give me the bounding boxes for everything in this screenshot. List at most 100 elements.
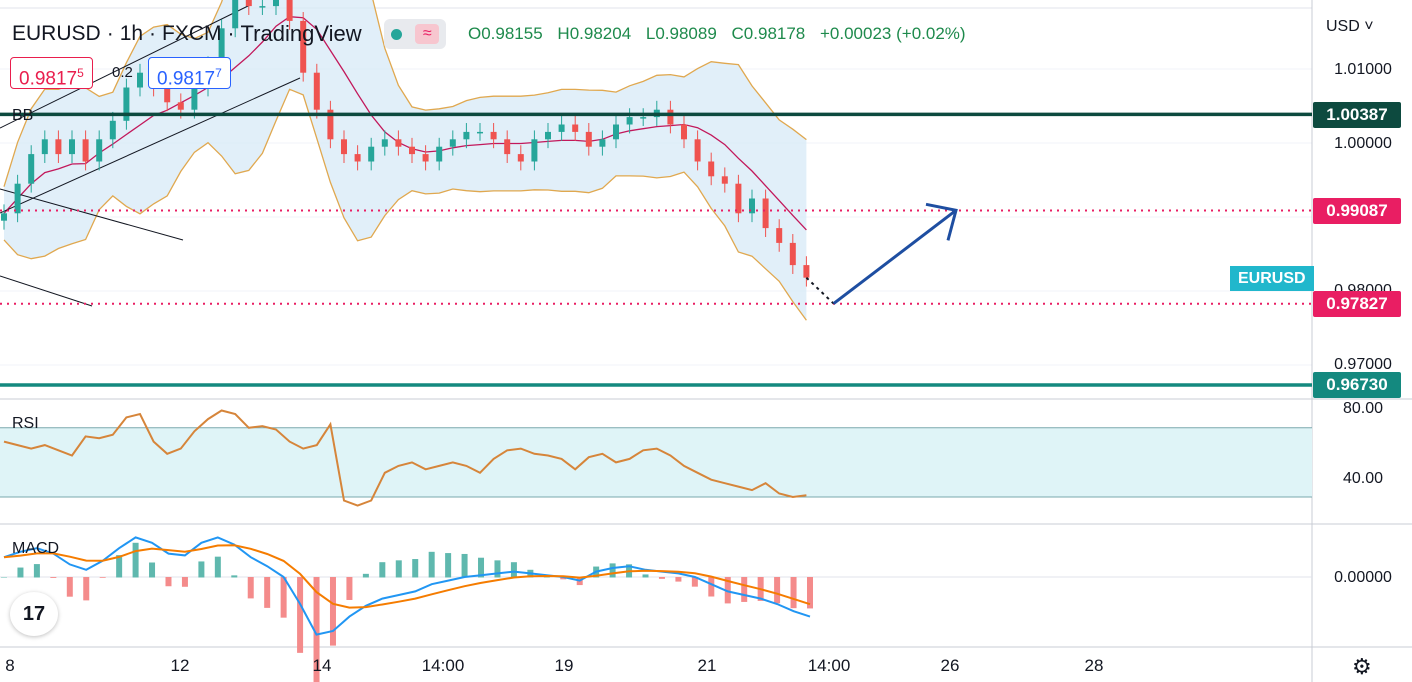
candle-body (41, 139, 48, 155)
x-axis-label: 14 (312, 656, 332, 675)
candle-body (572, 124, 579, 132)
rsi-legend[interactable]: RSI (12, 415, 39, 432)
currency-selector[interactable]: USD ˅ (1326, 18, 1374, 35)
macd-histogram-bar (214, 556, 221, 578)
x-axis-label: 26 (940, 656, 960, 675)
close-value: C0.98178 (731, 24, 806, 43)
macd-histogram-bar (66, 577, 73, 597)
macd-histogram-bar (642, 574, 649, 578)
candle-body (232, 0, 239, 29)
macd-histogram-bar (17, 567, 24, 578)
spread-value: 0.2 (112, 64, 133, 81)
candle-body (327, 109, 334, 140)
candle-body (667, 109, 674, 125)
candle-body (504, 139, 511, 155)
macd-histogram-bar (181, 577, 188, 587)
candle-body (463, 131, 470, 140)
bollinger-upper (3, 0, 807, 187)
candle-body (341, 139, 347, 155)
macd-histogram-bar (478, 557, 485, 578)
x-axis-label: 8 (5, 656, 15, 675)
macd-legend[interactable]: MACD (12, 540, 60, 557)
status-dot-icon (390, 28, 402, 40)
candle-body (762, 198, 769, 229)
chevron-down-icon: ˅ (1364, 18, 1374, 35)
macd-histogram-bar (510, 562, 517, 578)
candle-body (137, 72, 143, 88)
macd-line (3, 536, 811, 636)
level-label-1[interactable]: 1.00387 (1313, 102, 1401, 128)
arrow-head-icon (925, 202, 958, 241)
candle-body (313, 72, 320, 110)
macd-histogram-bar (395, 560, 402, 578)
candle-body (449, 139, 456, 147)
rsi-axis-label: 80.00 (1342, 400, 1384, 417)
symbol-header[interactable]: EURUSD · 1h · FXCM · TradingView (12, 21, 362, 46)
macd-histogram-bar (83, 577, 90, 601)
macd-histogram-bar (329, 577, 336, 646)
bollinger-basis (3, 16, 807, 231)
brand-name: TradingView (240, 21, 362, 46)
interval[interactable]: 1h (119, 22, 144, 45)
ohlc-readout: O0.98155 H0.98204 L0.98089 C0.98178 +0.0… (468, 24, 976, 44)
open-value: O0.98155 (468, 24, 543, 43)
macd-histogram-bar (412, 559, 419, 578)
candle-body (749, 198, 755, 214)
status-pill[interactable]: ≈ (384, 19, 446, 49)
macd-histogram-bar (724, 577, 731, 604)
macd-histogram-bar (428, 551, 435, 578)
macd-histogram-bar (346, 577, 353, 600)
candle-body (55, 139, 62, 155)
candle-body (354, 154, 361, 162)
level-label-3[interactable]: 0.97827 (1313, 291, 1401, 317)
level-label-4[interactable]: 0.96730 (1313, 372, 1401, 398)
signal-line (3, 544, 811, 609)
candle-body (626, 117, 633, 125)
macd-histogram-bar (297, 577, 304, 653)
candle-body (409, 146, 415, 155)
macd-histogram-bar (807, 577, 813, 609)
macd-histogram-bar (691, 577, 698, 587)
candle-body (490, 131, 497, 140)
macd-histogram-bar (132, 542, 139, 578)
rsi-band (0, 427, 1312, 497)
candle-body (735, 183, 742, 214)
macd-histogram-bar (165, 577, 172, 587)
candle-body (681, 124, 687, 140)
bb-legend[interactable]: BB (12, 107, 34, 124)
candle-body (531, 139, 538, 162)
macd-histogram-bar (264, 577, 271, 608)
candle-body (286, 0, 293, 21)
macd-histogram-bar (116, 555, 123, 578)
sell-price-button[interactable]: 0.98175 (10, 57, 93, 89)
candle-body (123, 87, 130, 121)
symbol-name[interactable]: EURUSD (12, 22, 101, 45)
x-axis-label: 19 (554, 656, 574, 675)
price-axis-label: 0.97000 (1334, 356, 1392, 373)
macd-histogram-bar (774, 577, 781, 604)
macd-histogram-bar (149, 562, 156, 578)
buy-price-button[interactable]: 0.98177 (148, 57, 231, 89)
price-axis-label: 1.00000 (1334, 135, 1392, 152)
wave-icon: ≈ (415, 24, 440, 44)
candle-body (218, 28, 225, 66)
x-axis-label: 28 (1084, 656, 1104, 675)
change-value: +0.00023 (+0.02%) (820, 24, 966, 43)
trend-line (0, 77, 301, 214)
bollinger-lower (3, 88, 807, 321)
candle-body (14, 183, 21, 214)
candle-body (395, 139, 402, 147)
gear-icon[interactable]: ⚙ (1352, 654, 1372, 679)
candle-body (517, 154, 524, 162)
candle-body (177, 102, 184, 110)
tradingview-logo-icon[interactable]: 17 (10, 592, 58, 636)
candle-body (82, 139, 89, 162)
candle-body (477, 131, 483, 134)
projection-arrow (832, 209, 957, 305)
level-label-2[interactable]: 0.99087 (1313, 198, 1401, 224)
candle-body (96, 139, 103, 162)
candle-body (28, 154, 35, 184)
candle-body (300, 20, 307, 73)
candle-body (191, 87, 198, 110)
